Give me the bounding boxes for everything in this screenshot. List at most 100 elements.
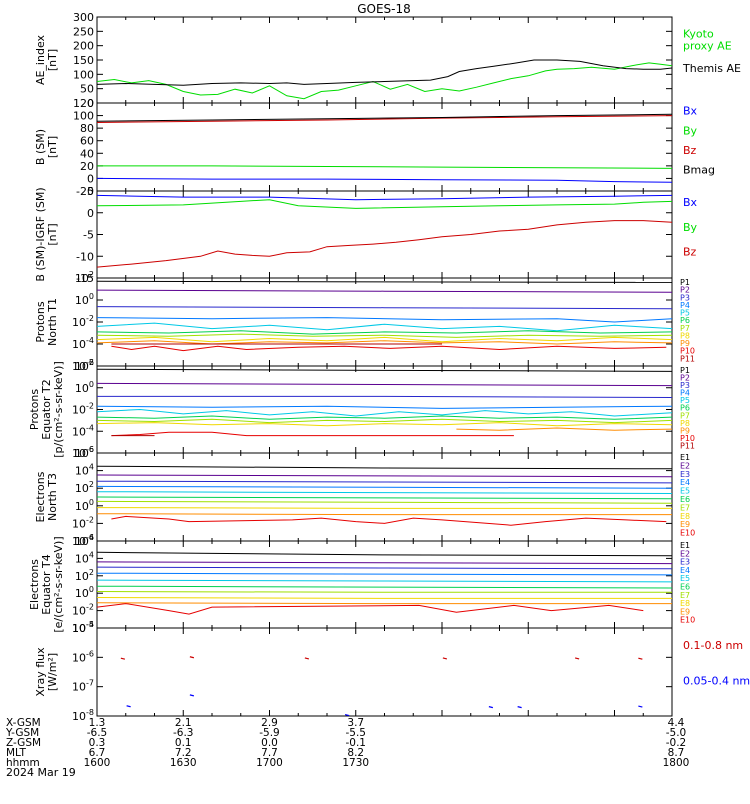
y-axis-label: B (SM)[nT] — [34, 129, 59, 165]
legend-entry: E7 — [680, 591, 690, 600]
x-axis-row-value: 0.3 — [89, 737, 106, 749]
x-axis-row-value: -5.0 — [666, 727, 687, 739]
data-point — [517, 706, 522, 709]
y-tick-label: 20 — [80, 160, 94, 173]
legend-entry: 0.05-0.4 nm — [683, 674, 750, 687]
panel-frame — [96, 365, 673, 454]
x-axis-row-value: 7.7 — [261, 747, 278, 759]
series-line — [97, 62, 672, 100]
x-axis-row-value: 8.7 — [668, 747, 685, 759]
x-axis-row-label: hhmm — [6, 757, 40, 769]
series-line — [111, 431, 514, 437]
legend-entry: P3 — [680, 293, 690, 302]
series-line — [97, 603, 644, 615]
legend-entry: E9 — [680, 520, 690, 529]
data-point — [442, 657, 448, 660]
x-axis-row-label: X-GSM — [6, 717, 41, 729]
y-tick-label: 0 — [87, 97, 94, 110]
legend-entry: P10 — [680, 434, 695, 443]
series-line — [97, 395, 672, 398]
series-line — [97, 289, 672, 293]
y-tick-label: 100 — [73, 68, 94, 81]
series-line — [97, 330, 672, 335]
legend-entry: E10 — [680, 616, 695, 625]
y-tick-label: 40 — [80, 147, 94, 160]
series-line — [97, 418, 672, 424]
x-axis-row-value: 1730 — [342, 757, 369, 769]
legend-entry: E4 — [680, 566, 690, 575]
date-label: 2024 Mar 19 — [6, 766, 76, 779]
y-tick-label: 60 — [80, 135, 94, 148]
legend-entry: Bz — [683, 246, 697, 259]
x-axis-row-value: 1600 — [84, 757, 111, 769]
legend-entry: P5 — [680, 309, 690, 318]
x-axis-row-value: 1.3 — [89, 717, 106, 729]
legend-entry: E5 — [680, 574, 690, 583]
y-tick-label: 5 — [87, 185, 94, 198]
legend-entry: Themis AE — [682, 62, 741, 75]
series-line — [97, 340, 672, 345]
x-axis-row-value: 2.1 — [175, 717, 192, 729]
data-point — [488, 706, 494, 709]
series-line — [97, 585, 672, 589]
x-axis-row-value: 4.4 — [668, 717, 685, 729]
series-line — [111, 345, 667, 352]
series-line — [97, 368, 672, 372]
legend-entry: P2 — [680, 286, 690, 295]
series-line — [97, 199, 672, 209]
y-tick-label: 250 — [73, 25, 94, 38]
legend-entry: Bz — [683, 144, 697, 157]
legend-entry: By — [683, 124, 698, 137]
series-line — [97, 591, 672, 593]
y-tick-label: 10-2 — [72, 515, 94, 530]
y-tick-label: 100 — [75, 498, 94, 513]
legend-entry: P8 — [680, 331, 690, 340]
legend-entry: E7 — [680, 503, 690, 512]
x-axis-row-value: 1800 — [663, 757, 690, 769]
chart-title: GOES-18 — [357, 2, 411, 16]
series-line — [97, 597, 672, 599]
series-line — [97, 485, 672, 489]
x-axis-row-value: 6.7 — [89, 747, 106, 759]
legend-entry: P8 — [680, 419, 690, 428]
legend-entry: Bmag — [683, 163, 715, 176]
y-tick-label: 100 — [75, 292, 94, 307]
y-tick-label: -15 — [76, 272, 94, 285]
series-line — [97, 496, 672, 500]
legend-entry: P7 — [680, 324, 690, 333]
y-tick-label: 10-6 — [72, 649, 94, 664]
series-line — [97, 500, 672, 504]
series-line — [111, 515, 667, 526]
y-tick-label: 50 — [80, 83, 94, 96]
series-line — [97, 408, 672, 417]
legend-entry: Bx — [683, 105, 698, 118]
legend-entry: E6 — [680, 495, 690, 504]
series-line — [97, 317, 672, 323]
legend-entry: P9 — [680, 426, 690, 435]
legend-entry: E1 — [680, 453, 690, 462]
series-line — [97, 177, 672, 183]
x-axis-row-value: 0.0 — [261, 737, 278, 749]
data-point — [126, 705, 131, 708]
legend-entry: P11 — [680, 354, 695, 363]
x-axis-row-value: -0.2 — [666, 737, 687, 749]
x-axis-row-value: -5.9 — [259, 727, 280, 739]
series-line — [97, 336, 672, 343]
x-axis-row-label: MLT — [6, 747, 26, 759]
y-tick-label: 10-4 — [72, 336, 94, 351]
chart-panel-3: -15 -10 -5 0 5 B (SM)-IGRF (SM)[nT] Bx By Bz — [34, 185, 698, 285]
y-tick-label: 102 — [75, 480, 94, 495]
series-line — [97, 322, 672, 332]
x-axis-row-value: 1630 — [170, 757, 197, 769]
series-line — [97, 513, 672, 516]
series-line — [97, 280, 672, 283]
legend-entry: E3 — [680, 470, 690, 479]
legend-entry: E3 — [680, 558, 690, 567]
series-line — [97, 306, 672, 310]
legend-entry: E2 — [680, 461, 690, 470]
y-tick-label: 10-2 — [72, 314, 94, 329]
